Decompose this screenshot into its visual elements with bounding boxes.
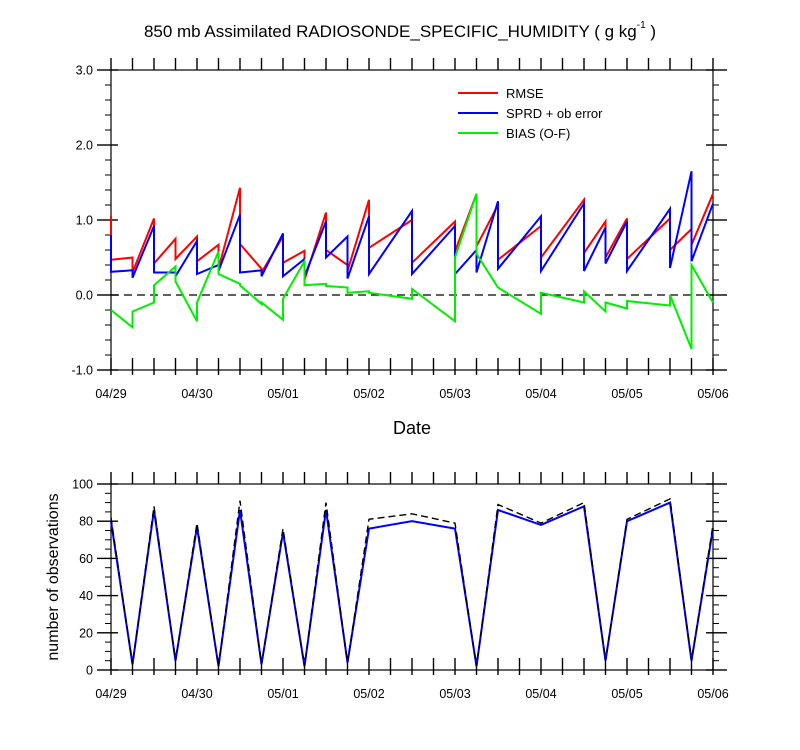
top-x-tick-label: 05/02 [353, 387, 384, 401]
bottom-y-tick-label: 40 [79, 589, 93, 603]
bottom-x-tick-label: 04/29 [95, 687, 126, 701]
bottom-y-tick-label: 0 [86, 664, 93, 678]
bottom-x-tick-label: 05/05 [611, 687, 642, 701]
chart-title: 850 mb Assimilated RADIOSONDE_SPECIFIC_H… [0, 20, 800, 42]
bottom-y-tick-label: 100 [72, 478, 93, 492]
title-suffix: ) [645, 22, 657, 41]
bottom-y-axis-label: number of observations [45, 493, 62, 660]
bottom-x-tick-label: 05/01 [267, 687, 298, 701]
top-x-tick-label: 05/05 [611, 387, 642, 401]
bottom-y-tick-label: 60 [79, 552, 93, 566]
top-y-tick-label: 0.0 [76, 289, 93, 303]
top-x-tick-label: 05/01 [267, 387, 298, 401]
legend-label: SPRD + ob error [506, 106, 603, 121]
bottom-series-total-observations-line [110, 497, 714, 667]
top-y-tick-label: 3.0 [76, 64, 93, 78]
top-x-tick-label: 05/04 [525, 387, 556, 401]
bottom-x-tick-label: 05/06 [697, 687, 728, 701]
bottom-x-tick-label: 05/03 [439, 687, 470, 701]
top-x-tick-label: 05/06 [697, 387, 728, 401]
title-superscript: -1 [636, 20, 646, 32]
legend-label: BIAS (O-F) [506, 126, 570, 141]
legend-label: RMSE [506, 86, 544, 101]
top-y-tick-label: -1.0 [71, 364, 93, 378]
top-x-tick-label: 04/29 [95, 387, 126, 401]
top-x-axis-label: Date [392, 418, 432, 438]
top-y-tick-label: 1.0 [76, 214, 93, 228]
top-y-tick-label: 2.0 [76, 139, 93, 153]
bottom-plot-frame [110, 483, 714, 671]
bottom-x-tick-label: 05/02 [353, 687, 384, 701]
bottom-y-tick-label: 20 [79, 626, 93, 640]
bottom-y-tick-label: 80 [79, 515, 93, 529]
top-series-bias-o-f-line [110, 193, 714, 350]
top-x-tick-label: 05/03 [439, 387, 470, 401]
top-series-sprd-ob-error-line [110, 171, 714, 280]
bottom-panel: 04/29 04/30 05/01 05/02 05/03 05/04 05/05 05/06… [45, 472, 729, 701]
title-prefix: 850 mb Assimilated RADIOSONDE_SPECIFIC_H… [143, 22, 637, 41]
bottom-x-tick-label: 04/30 [181, 687, 212, 701]
top-x-tick-label: 04/30 [181, 387, 212, 401]
bottom-series-used-observations-line [110, 501, 714, 667]
top-panel: 04/29 04/30 05/01 05/02 05/03 05/04 05/05 05/06… [71, 58, 729, 401]
bottom-x-tick-label: 05/04 [525, 687, 556, 701]
